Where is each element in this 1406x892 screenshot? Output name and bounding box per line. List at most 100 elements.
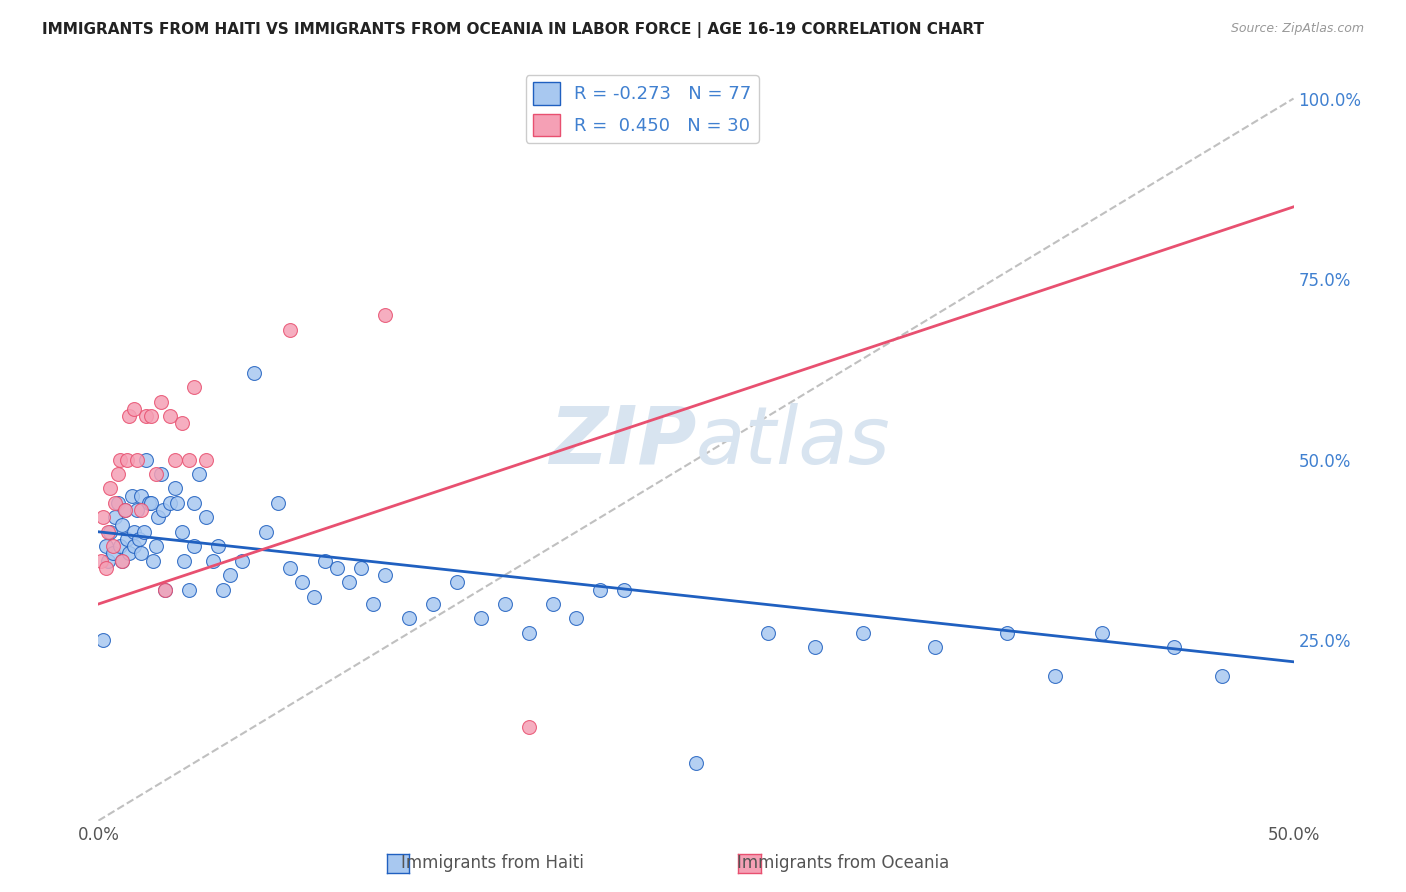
- Point: [995, 626, 1018, 640]
- Point: [350, 561, 373, 575]
- Point: [139, 496, 162, 510]
- Point: [374, 568, 396, 582]
- Point: [756, 626, 779, 640]
- Point: [159, 409, 181, 424]
- Point: [149, 394, 172, 409]
- Point: [565, 611, 588, 625]
- Point: [613, 582, 636, 597]
- Point: [231, 554, 253, 568]
- Point: [243, 366, 266, 380]
- Point: [278, 323, 301, 337]
- Point: [125, 452, 148, 467]
- Point: [91, 633, 114, 648]
- Point: [1163, 640, 1185, 655]
- Point: [132, 524, 155, 539]
- Point: [91, 510, 114, 524]
- Point: [163, 482, 186, 496]
- Point: [90, 554, 112, 568]
- Point: [541, 597, 564, 611]
- Point: [326, 561, 349, 575]
- Point: [219, 568, 242, 582]
- Point: [159, 496, 181, 510]
- Point: [172, 417, 194, 431]
- Text: atlas: atlas: [696, 402, 891, 481]
- Point: [101, 546, 124, 560]
- Point: [104, 496, 127, 510]
- Point: [207, 539, 229, 553]
- Point: [138, 496, 160, 510]
- Point: [187, 467, 209, 481]
- Point: [202, 554, 225, 568]
- Point: [114, 503, 136, 517]
- Text: Immigrants from Oceania: Immigrants from Oceania: [738, 855, 949, 872]
- Point: [398, 611, 420, 625]
- Point: [145, 539, 167, 553]
- Point: [183, 539, 205, 553]
- Point: [152, 503, 174, 517]
- Point: [804, 640, 827, 655]
- Point: [145, 467, 167, 481]
- Point: [339, 575, 361, 590]
- Point: [1043, 669, 1066, 683]
- Point: [195, 452, 218, 467]
- Point: [124, 402, 146, 417]
- Point: [924, 640, 946, 655]
- Point: [163, 452, 186, 467]
- Point: [446, 575, 468, 590]
- Point: [363, 597, 385, 611]
- Point: [118, 409, 141, 424]
- Point: [517, 626, 540, 640]
- Point: [97, 524, 120, 539]
- Text: Source: ZipAtlas.com: Source: ZipAtlas.com: [1230, 22, 1364, 36]
- Point: [94, 539, 117, 553]
- Point: [149, 467, 172, 481]
- Point: [183, 496, 205, 510]
- Point: [494, 597, 516, 611]
- Point: [121, 489, 143, 503]
- Point: [131, 546, 153, 560]
- Point: [131, 489, 153, 503]
- Point: [111, 554, 134, 568]
- Point: [131, 503, 153, 517]
- Point: [685, 756, 707, 770]
- Point: [179, 582, 201, 597]
- Point: [115, 452, 138, 467]
- Point: [517, 720, 540, 734]
- Point: [315, 554, 337, 568]
- Point: [107, 496, 129, 510]
- Point: [172, 524, 194, 539]
- Point: [139, 409, 162, 424]
- Point: [183, 380, 205, 394]
- Point: [97, 554, 120, 568]
- Point: [422, 597, 444, 611]
- Point: [125, 503, 148, 517]
- Point: [118, 546, 141, 560]
- Legend: R = -0.273   N = 77, R =  0.450   N = 30: R = -0.273 N = 77, R = 0.450 N = 30: [526, 75, 759, 143]
- Point: [124, 524, 146, 539]
- Point: [179, 452, 201, 467]
- Point: [98, 482, 122, 496]
- Point: [589, 582, 612, 597]
- Text: Immigrants from Haiti: Immigrants from Haiti: [401, 855, 583, 872]
- Text: ZIP: ZIP: [548, 402, 696, 481]
- Point: [278, 561, 301, 575]
- Point: [148, 510, 170, 524]
- Point: [470, 611, 492, 625]
- Point: [98, 524, 122, 539]
- Point: [115, 532, 138, 546]
- Point: [108, 452, 131, 467]
- Point: [107, 467, 129, 481]
- Point: [1091, 626, 1114, 640]
- Point: [267, 496, 290, 510]
- Point: [166, 496, 188, 510]
- Point: [254, 524, 277, 539]
- Point: [302, 590, 325, 604]
- Point: [124, 539, 146, 553]
- Point: [374, 308, 396, 322]
- Point: [852, 626, 875, 640]
- Point: [1211, 669, 1233, 683]
- Point: [104, 510, 127, 524]
- Point: [211, 582, 233, 597]
- Point: [111, 517, 134, 532]
- Point: [101, 539, 124, 553]
